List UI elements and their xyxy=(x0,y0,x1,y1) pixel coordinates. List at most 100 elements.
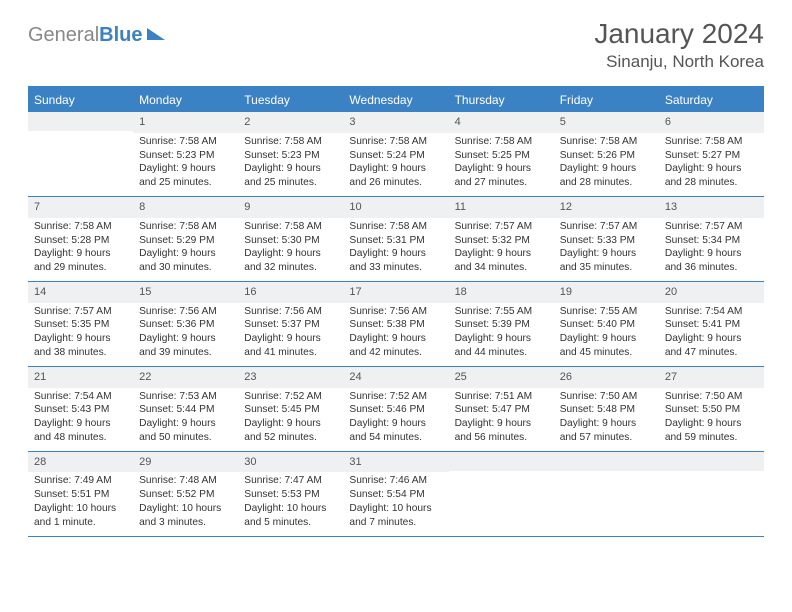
day-body: Sunrise: 7:58 AMSunset: 5:23 PMDaylight:… xyxy=(238,133,343,196)
day-line: Daylight: 9 hours xyxy=(349,332,442,346)
week-row: 1Sunrise: 7:58 AMSunset: 5:23 PMDaylight… xyxy=(28,112,764,197)
logo-text-blue: Blue xyxy=(99,24,142,47)
day-line: Sunrise: 7:58 AM xyxy=(665,135,758,149)
day-line: Sunrise: 7:58 AM xyxy=(349,135,442,149)
day-line: Sunrise: 7:51 AM xyxy=(455,390,548,404)
day-line: Daylight: 10 hours xyxy=(139,502,232,516)
day-line: Sunrise: 7:48 AM xyxy=(139,474,232,488)
day-line: Sunset: 5:51 PM xyxy=(34,488,127,502)
day-number: 10 xyxy=(343,197,448,218)
day-line: Sunrise: 7:50 AM xyxy=(560,390,653,404)
day-line: and 30 minutes. xyxy=(139,261,232,275)
day-cell: 30Sunrise: 7:47 AMSunset: 5:53 PMDayligh… xyxy=(238,452,343,536)
day-line: Sunrise: 7:58 AM xyxy=(349,220,442,234)
day-line: Daylight: 9 hours xyxy=(139,332,232,346)
day-body: Sunrise: 7:57 AMSunset: 5:33 PMDaylight:… xyxy=(554,218,659,281)
day-number: 8 xyxy=(133,197,238,218)
day-line: and 33 minutes. xyxy=(349,261,442,275)
day-line: and 42 minutes. xyxy=(349,346,442,360)
day-line: Sunset: 5:32 PM xyxy=(455,234,548,248)
day-cell: 15Sunrise: 7:56 AMSunset: 5:36 PMDayligh… xyxy=(133,282,238,366)
day-line: Daylight: 9 hours xyxy=(455,417,548,431)
day-line: Daylight: 9 hours xyxy=(349,247,442,261)
day-line: Sunset: 5:25 PM xyxy=(455,149,548,163)
logo-text-general: General xyxy=(28,24,99,47)
day-line: Sunset: 5:39 PM xyxy=(455,318,548,332)
day-cell: 13Sunrise: 7:57 AMSunset: 5:34 PMDayligh… xyxy=(659,197,764,281)
day-cell: 16Sunrise: 7:56 AMSunset: 5:37 PMDayligh… xyxy=(238,282,343,366)
day-line: Sunrise: 7:56 AM xyxy=(349,305,442,319)
day-number: 4 xyxy=(449,112,554,133)
day-number: 6 xyxy=(659,112,764,133)
day-number: 7 xyxy=(28,197,133,218)
day-cell: 4Sunrise: 7:58 AMSunset: 5:25 PMDaylight… xyxy=(449,112,554,196)
day-body: Sunrise: 7:52 AMSunset: 5:46 PMDaylight:… xyxy=(343,388,448,451)
day-body: Sunrise: 7:52 AMSunset: 5:45 PMDaylight:… xyxy=(238,388,343,451)
day-body: Sunrise: 7:56 AMSunset: 5:36 PMDaylight:… xyxy=(133,303,238,366)
day-body: Sunrise: 7:48 AMSunset: 5:52 PMDaylight:… xyxy=(133,472,238,535)
logo: General Blue xyxy=(28,18,165,47)
day-line: Sunset: 5:24 PM xyxy=(349,149,442,163)
day-number: 15 xyxy=(133,282,238,303)
day-line: Sunset: 5:53 PM xyxy=(244,488,337,502)
day-line: and 28 minutes. xyxy=(665,176,758,190)
month-title: January 2024 xyxy=(594,18,764,50)
day-line: and 35 minutes. xyxy=(560,261,653,275)
day-line: Sunset: 5:36 PM xyxy=(139,318,232,332)
day-number xyxy=(554,452,659,471)
day-line: Sunrise: 7:52 AM xyxy=(244,390,337,404)
day-line: Sunrise: 7:58 AM xyxy=(560,135,653,149)
day-header: Friday xyxy=(554,88,659,112)
day-number: 26 xyxy=(554,367,659,388)
day-line: Daylight: 10 hours xyxy=(244,502,337,516)
day-cell: 2Sunrise: 7:58 AMSunset: 5:23 PMDaylight… xyxy=(238,112,343,196)
day-body: Sunrise: 7:54 AMSunset: 5:41 PMDaylight:… xyxy=(659,303,764,366)
day-cell: 11Sunrise: 7:57 AMSunset: 5:32 PMDayligh… xyxy=(449,197,554,281)
day-number: 3 xyxy=(343,112,448,133)
day-line: and 27 minutes. xyxy=(455,176,548,190)
day-line: Daylight: 9 hours xyxy=(244,332,337,346)
day-line: Sunset: 5:29 PM xyxy=(139,234,232,248)
day-line: Sunrise: 7:57 AM xyxy=(455,220,548,234)
day-body: Sunrise: 7:57 AMSunset: 5:32 PMDaylight:… xyxy=(449,218,554,281)
day-line: Sunrise: 7:58 AM xyxy=(139,220,232,234)
day-header: Saturday xyxy=(659,88,764,112)
day-line: Daylight: 9 hours xyxy=(139,247,232,261)
day-line: and 3 minutes. xyxy=(139,516,232,530)
day-cell: 22Sunrise: 7:53 AMSunset: 5:44 PMDayligh… xyxy=(133,367,238,451)
day-line: Sunrise: 7:52 AM xyxy=(349,390,442,404)
day-line: Daylight: 10 hours xyxy=(34,502,127,516)
day-line: Sunrise: 7:55 AM xyxy=(455,305,548,319)
day-line: Daylight: 9 hours xyxy=(455,332,548,346)
day-line: Sunset: 5:23 PM xyxy=(244,149,337,163)
day-line: Daylight: 9 hours xyxy=(665,332,758,346)
day-line: and 25 minutes. xyxy=(244,176,337,190)
week-row: 28Sunrise: 7:49 AMSunset: 5:51 PMDayligh… xyxy=(28,452,764,537)
day-cell: 19Sunrise: 7:55 AMSunset: 5:40 PMDayligh… xyxy=(554,282,659,366)
day-number: 2 xyxy=(238,112,343,133)
day-cell: 5Sunrise: 7:58 AMSunset: 5:26 PMDaylight… xyxy=(554,112,659,196)
day-cell: 6Sunrise: 7:58 AMSunset: 5:27 PMDaylight… xyxy=(659,112,764,196)
day-header: Wednesday xyxy=(343,88,448,112)
day-line: Daylight: 9 hours xyxy=(34,417,127,431)
day-number xyxy=(449,452,554,471)
day-line: Sunrise: 7:57 AM xyxy=(560,220,653,234)
day-line: Sunset: 5:27 PM xyxy=(665,149,758,163)
day-cell xyxy=(554,452,659,536)
day-line: Sunset: 5:45 PM xyxy=(244,403,337,417)
day-cell: 12Sunrise: 7:57 AMSunset: 5:33 PMDayligh… xyxy=(554,197,659,281)
day-cell: 10Sunrise: 7:58 AMSunset: 5:31 PMDayligh… xyxy=(343,197,448,281)
day-number: 11 xyxy=(449,197,554,218)
day-line: Daylight: 9 hours xyxy=(349,162,442,176)
day-line: Daylight: 9 hours xyxy=(244,162,337,176)
day-line: and 56 minutes. xyxy=(455,431,548,445)
day-number: 17 xyxy=(343,282,448,303)
day-body: Sunrise: 7:57 AMSunset: 5:35 PMDaylight:… xyxy=(28,303,133,366)
day-cell: 18Sunrise: 7:55 AMSunset: 5:39 PMDayligh… xyxy=(449,282,554,366)
day-number: 27 xyxy=(659,367,764,388)
day-line: Sunrise: 7:49 AM xyxy=(34,474,127,488)
day-line: Sunrise: 7:56 AM xyxy=(139,305,232,319)
day-line: Daylight: 9 hours xyxy=(139,162,232,176)
day-cell: 28Sunrise: 7:49 AMSunset: 5:51 PMDayligh… xyxy=(28,452,133,536)
day-line: Sunset: 5:54 PM xyxy=(349,488,442,502)
